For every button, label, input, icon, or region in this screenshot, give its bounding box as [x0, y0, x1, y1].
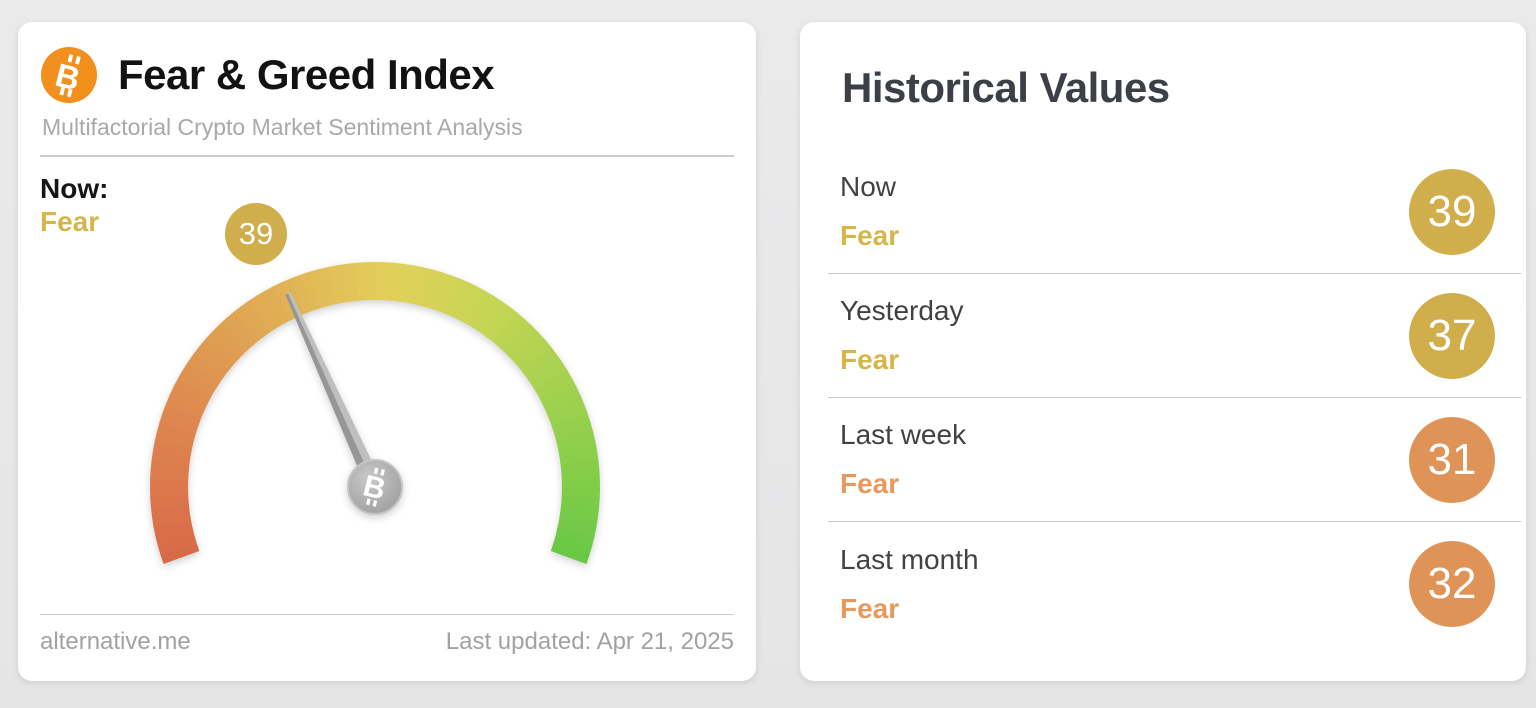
history-row-last-week: Last week Fear 31 [828, 398, 1521, 522]
row-classification: Fear [840, 468, 900, 499]
widget-subtitle: Multifactorial Crypto Market Sentiment A… [42, 114, 523, 140]
fear-greed-card: B Fear & Greed Index Multifactorial Cryp… [18, 22, 756, 681]
source-link[interactable]: alternative.me [40, 628, 191, 655]
now-label: Now: [40, 173, 109, 204]
row-period-label: Last week [840, 419, 967, 450]
historical-values-title: Historical Values [842, 64, 1170, 111]
history-row-now: Now Fear 39 [828, 150, 1521, 274]
row-period-label: Now [840, 171, 897, 202]
widget-footer: alternative.me Last updated: Apr 21, 202… [40, 628, 734, 656]
row-value-badge: 32 [1409, 541, 1495, 627]
last-updated-text: Last updated: Apr 21, 2025 [445, 628, 734, 655]
bitcoin-icon-circle [40, 46, 98, 104]
history-row-last-month: Last month Fear 32 [828, 522, 1521, 646]
row-value-badge: 31 [1409, 416, 1495, 503]
header-divider [40, 155, 734, 157]
gauge: B [140, 250, 610, 595]
bitcoin-icon: B [40, 46, 98, 104]
row-value-badge: 37 [1409, 292, 1495, 379]
historical-values-list: Now Fear 39 Yesterday Fear 37 Last week … [828, 150, 1521, 646]
row-period-label: Yesterday [840, 295, 964, 326]
fear-greed-header: B Fear & Greed Index [18, 22, 756, 104]
row-value-badge: 39 [1409, 168, 1495, 255]
history-row-yesterday: Yesterday Fear 37 [828, 274, 1521, 398]
current-value-badge: 39 [225, 203, 287, 265]
historical-values-card: Historical Values Now Fear 39 Yesterday … [800, 22, 1526, 681]
row-classification: Fear [840, 344, 900, 375]
gauge-chart: B [150, 262, 600, 564]
current-value-block: Now: Fear [40, 172, 108, 238]
now-classification: Fear [40, 206, 100, 237]
row-period-label: Last month [840, 543, 979, 575]
widget-title: Fear & Greed Index [118, 51, 495, 98]
row-classification: Fear [840, 220, 900, 251]
footer-divider [40, 614, 734, 615]
row-classification: Fear [840, 592, 900, 624]
